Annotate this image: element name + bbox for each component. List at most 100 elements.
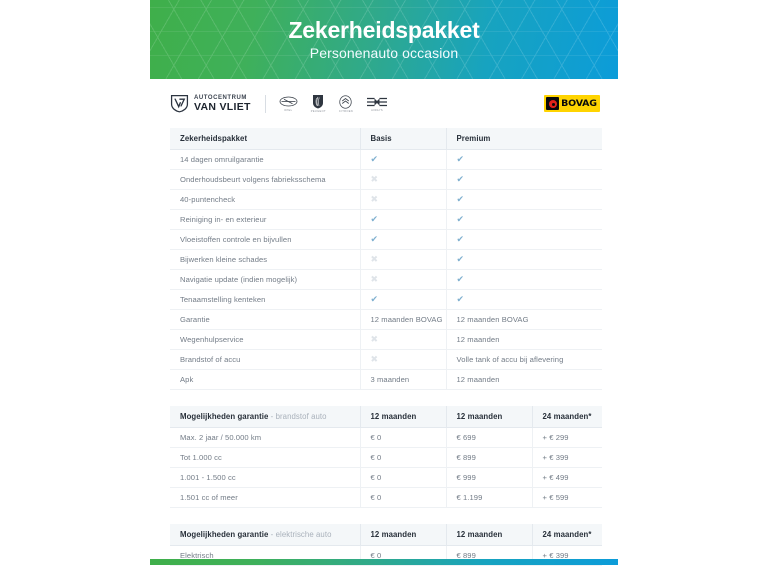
- package-col-basis: Basis: [359, 128, 446, 150]
- feature-label: Brandstof of accu: [170, 349, 360, 370]
- fuel-header-sub: - brandstof auto: [268, 412, 327, 421]
- feature-label: Vloeistoffen controle en bijvullen: [170, 229, 360, 250]
- basis-value: ✔: [359, 289, 446, 310]
- table-row: 1.001 - 1.500 cc € 0 € 999 + € 499: [170, 467, 602, 488]
- price-col-2: € 1.199: [445, 487, 532, 508]
- price-col-2: € 699: [445, 427, 532, 448]
- check-icon: ✔: [370, 214, 379, 224]
- header-banner: Zekerheidspakket Personenauto occasion: [150, 0, 618, 79]
- cross-icon: ✖: [370, 274, 379, 284]
- option-label: 1.501 cc of meer: [170, 487, 360, 508]
- price-col-2: € 999: [445, 467, 532, 488]
- price-col-3: + € 599: [531, 487, 602, 508]
- electric-header-main: Mogelijkheden garantie: [180, 530, 269, 539]
- electric-header-sub: - elektrische auto: [268, 530, 332, 539]
- dealer-name-top: AUTOCENTRUM: [194, 94, 247, 101]
- package-table-header-row: Zekerheidspakket Basis Premium: [170, 128, 602, 150]
- logo-divider: [264, 94, 266, 113]
- fuel-col-1: 12 maanden: [359, 406, 446, 428]
- cross-icon: ✖: [370, 354, 379, 364]
- basis-value: ✔: [359, 149, 446, 170]
- price-col-1: € 0: [359, 487, 446, 508]
- fuel-col-2: 12 maanden: [445, 406, 532, 428]
- basis-value: ✖: [359, 169, 446, 190]
- basis-value: ✖: [359, 249, 446, 270]
- electric-table-header-row: Mogelijkheden garantie - elektrische aut…: [170, 524, 602, 546]
- price-col-3: + € 299: [531, 427, 602, 448]
- table-row: Tot 1.000 cc € 0 € 899 + € 399: [170, 447, 602, 468]
- feature-label: Reiniging in- en exterieur: [170, 209, 360, 230]
- table-row: Bijwerken kleine schades ✖ ✔: [170, 249, 602, 270]
- feature-label: Apk: [170, 369, 360, 390]
- price-col-3: + € 499: [531, 467, 602, 488]
- footer-gradient-bar: [150, 559, 618, 565]
- electric-col-3: 24 maanden*: [531, 524, 602, 546]
- option-label: 1.001 - 1.500 cc: [170, 467, 360, 488]
- table-row: 1.501 cc of meer € 0 € 1.199 + € 599: [170, 487, 602, 508]
- feature-label: Navigatie update (indien mogelijk): [170, 269, 360, 290]
- feature-label: Tenaamstelling kenteken: [170, 289, 360, 310]
- basis-value: ✖: [359, 269, 446, 290]
- triangle-pattern-overlay: [150, 0, 618, 79]
- premium-value: ✔: [445, 229, 602, 250]
- check-icon: ✔: [456, 174, 465, 184]
- feature-label: 40-puntencheck: [170, 189, 360, 210]
- premium-value: ✔: [445, 269, 602, 290]
- option-label: Max. 2 jaar / 50.000 km: [170, 427, 360, 448]
- premium-value: ✔: [445, 209, 602, 230]
- check-icon: ✔: [456, 294, 465, 304]
- check-icon: ✔: [456, 214, 465, 224]
- table-row: Tenaamstelling kenteken ✔ ✔: [170, 289, 602, 310]
- check-icon: ✔: [370, 294, 379, 304]
- bovag-label: BOVAG: [561, 98, 597, 109]
- basis-value: 3 maanden: [359, 369, 446, 390]
- basis-value: ✖: [359, 189, 446, 210]
- premium-value: ✔: [445, 189, 602, 210]
- aiways-caption: AIWAYS: [371, 108, 383, 112]
- cross-icon: ✖: [370, 334, 379, 344]
- premium-value: ✔: [445, 289, 602, 310]
- premium-value: 12 maanden: [445, 329, 602, 350]
- basis-value: ✖: [359, 329, 446, 350]
- electric-col-label: Mogelijkheden garantie - elektrische aut…: [170, 524, 360, 546]
- feature-label: Onderhoudsbeurt volgens fabrieksschema: [170, 169, 360, 190]
- sheet: Zekerheidspakket Personenauto occasion A…: [150, 0, 618, 576]
- page-subtitle: Personenauto occasion: [309, 44, 459, 61]
- package-table: Zekerheidspakket Basis Premium 14 dagen …: [170, 128, 602, 390]
- aiways-logo: AIWAYS: [366, 96, 388, 112]
- check-icon: ✔: [370, 154, 379, 164]
- dealer-name-bottom: VAN VLIET: [194, 100, 251, 113]
- premium-value: ✔: [445, 169, 602, 190]
- basis-value: ✔: [359, 209, 446, 230]
- fuel-table-body: Max. 2 jaar / 50.000 km € 0 € 699 + € 299 To…: [170, 427, 602, 508]
- price-col-3: + € 399: [531, 447, 602, 468]
- premium-value: ✔: [445, 149, 602, 170]
- price-col-1: € 0: [359, 467, 446, 488]
- table-row: Reiniging in- en exterieur ✔ ✔: [170, 209, 602, 230]
- table-row: 40-puntencheck ✖ ✔: [170, 189, 602, 210]
- table-row: Wegenhulpservice ✖ 12 maanden: [170, 329, 602, 350]
- feature-label: Bijwerken kleine schades: [170, 249, 360, 270]
- basis-value: 12 maanden BOVAG: [359, 309, 446, 330]
- premium-value: 12 maanden: [445, 369, 602, 390]
- fuel-col-label: Mogelijkheden garantie - brandstof auto: [170, 406, 360, 428]
- cross-icon: ✖: [370, 174, 379, 184]
- premium-value: Volle tank of accu bij aflevering: [445, 349, 602, 370]
- table-row: Apk 3 maanden 12 maanden: [170, 369, 602, 390]
- check-icon: ✔: [456, 254, 465, 264]
- fuel-header-main: Mogelijkheden garantie: [180, 412, 269, 421]
- electric-col-2: 12 maanden: [445, 524, 532, 546]
- check-icon: ✔: [456, 234, 465, 244]
- feature-label: Garantie: [170, 309, 360, 330]
- basis-value: ✖: [359, 349, 446, 370]
- feature-label: Wegenhulpservice: [170, 329, 360, 350]
- table-row: Navigatie update (indien mogelijk) ✖ ✔: [170, 269, 602, 290]
- fuel-col-3: 24 maanden*: [531, 406, 602, 428]
- dealer-logo: AUTOCENTRUM VAN VLIET: [170, 94, 251, 113]
- check-icon: ✔: [370, 234, 379, 244]
- peugeot-caption: PEUGEOT: [310, 110, 326, 113]
- option-label: Tot 1.000 cc: [170, 447, 360, 468]
- table-row: Garantie 12 maanden BOVAG 12 maanden BOVAG: [170, 309, 602, 330]
- basis-value: ✔: [359, 229, 446, 250]
- bovag-badge: BOVAG: [544, 95, 600, 112]
